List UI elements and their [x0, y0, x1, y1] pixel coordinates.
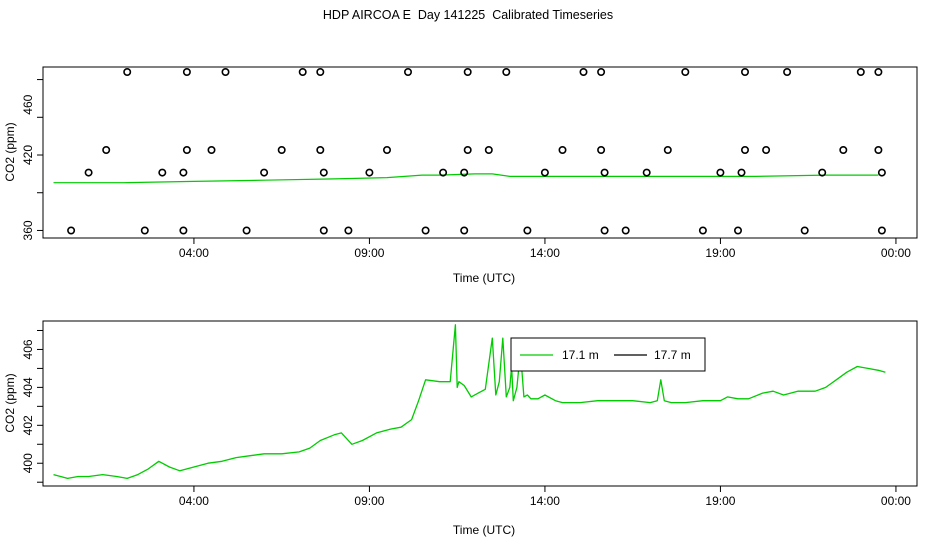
- top-data-point: [783, 68, 792, 77]
- bottom-x-tick-label: 14:00: [530, 494, 560, 508]
- top-data-point: [182, 68, 191, 77]
- top-x-tick-label: 19:00: [705, 246, 735, 260]
- top-data-point: [698, 226, 707, 235]
- bottom-y-axis: 400 402 404 406: [21, 329, 43, 483]
- top-x-tick-label: 09:00: [354, 246, 384, 260]
- top-data-point: [502, 68, 511, 77]
- top-data-point: [207, 146, 216, 155]
- top-data-point: [140, 226, 149, 235]
- bottom-y-tick-label: 402: [21, 415, 35, 435]
- top-data-point: [67, 226, 76, 235]
- top-data-point: [740, 68, 749, 77]
- top-data-point: [242, 226, 251, 235]
- top-data-point: [818, 168, 827, 177]
- top-data-point: [463, 146, 472, 155]
- top-data-point: [102, 146, 111, 155]
- top-data-point: [319, 168, 328, 177]
- top-data-point: [260, 168, 269, 177]
- top-data-point: [179, 168, 188, 177]
- top-data-point: [621, 226, 630, 235]
- bottom-x-tick-label: 19:00: [705, 494, 735, 508]
- top-data-point: [716, 168, 725, 177]
- top-x-tick-label: 00:00: [881, 246, 911, 260]
- top-data-point: [877, 168, 886, 177]
- top-data-point: [681, 68, 690, 77]
- top-data-point: [298, 68, 307, 77]
- top-data-point: [221, 68, 230, 77]
- top-data-point: [600, 168, 609, 177]
- top-data-point: [737, 168, 746, 177]
- top-data-point: [182, 146, 191, 155]
- top-data-point: [460, 226, 469, 235]
- bottom-series: [53, 324, 886, 480]
- top-data-point: [874, 146, 883, 155]
- bottom-plot-frame: [42, 320, 918, 487]
- top-data-point: [877, 226, 886, 235]
- top-data-point: [663, 146, 672, 155]
- top-y-tick-label: 460: [21, 94, 35, 114]
- bottom-y-tick-label: 400: [21, 453, 35, 473]
- top-data-point: [382, 146, 391, 155]
- bottom-x-axis: 04:00 09:00 14:00 19:00 00:00: [179, 486, 911, 508]
- top-x-tick-label: 04:00: [179, 246, 209, 260]
- top-data-point: [856, 68, 865, 77]
- top-x-tick-label: 14:00: [530, 246, 560, 260]
- top-data-point: [839, 146, 848, 155]
- top-data-point: [319, 226, 328, 235]
- top-y-tick-label: 420: [21, 145, 35, 165]
- top-data-point: [642, 168, 651, 177]
- chart-title: HDP AIRCOA E Day 141225 Calibrated Times…: [322, 8, 614, 22]
- top-data-point: [540, 168, 549, 177]
- top-data-point: [874, 68, 883, 77]
- top-data-point: [158, 168, 167, 177]
- bottom-x-tick-label: 00:00: [881, 494, 911, 508]
- top-data-point: [800, 226, 809, 235]
- bottom-y-tick-label: 406: [21, 339, 35, 359]
- top-data-point: [439, 168, 448, 177]
- top-y-axis-label: CO2 (ppm): [3, 122, 17, 181]
- top-data-point: [344, 226, 353, 235]
- top-data-point: [277, 146, 286, 155]
- bottom-series-line: [53, 324, 886, 480]
- top-data-point: [740, 146, 749, 155]
- top-data-point: [600, 226, 609, 235]
- top-data-point: [316, 146, 325, 155]
- legend-label-17-1m: 17.1 m: [562, 348, 599, 362]
- top-plot-frame: [42, 66, 918, 239]
- bottom-x-tick-label: 09:00: [354, 494, 384, 508]
- top-data-point: [762, 146, 771, 155]
- top-panel: 360 420 460 04:00 09:00 14:00 19:00 00:00 Time…: [3, 66, 918, 285]
- top-data-point: [558, 146, 567, 155]
- top-data-point: [733, 226, 742, 235]
- top-data-point: [597, 146, 606, 155]
- top-data-point: [179, 226, 188, 235]
- top-y-axis: 360 420 460: [21, 79, 43, 240]
- top-data-point: [460, 168, 469, 177]
- bottom-x-axis-label: Time (UTC): [453, 523, 515, 537]
- top-data-point: [365, 168, 374, 177]
- top-data-point: [84, 168, 93, 177]
- top-x-axis: 04:00 09:00 14:00 19:00 00:00: [179, 238, 911, 260]
- top-data-point: [403, 68, 412, 77]
- top-x-axis-label: Time (UTC): [453, 271, 515, 285]
- bottom-x-tick-label: 04:00: [179, 494, 209, 508]
- top-data-point: [316, 68, 325, 77]
- top-data-point: [579, 68, 588, 77]
- top-series-line: [53, 173, 879, 184]
- top-series: [53, 68, 886, 235]
- bottom-panel: 400 402 404 406 04:00 09:00 14:00 19:00 00:00 T…: [3, 320, 918, 537]
- bottom-y-axis-label: CO2 (ppm): [3, 373, 17, 432]
- top-data-point: [421, 226, 430, 235]
- legend-label-17-7m: 17.7 m: [654, 348, 691, 362]
- bottom-y-tick-label: 404: [21, 377, 35, 397]
- top-data-point: [597, 68, 606, 77]
- top-data-point: [523, 226, 532, 235]
- top-data-point: [123, 68, 132, 77]
- legend: 17.1 m 17.7 m: [510, 337, 706, 372]
- top-y-tick-label: 360: [21, 220, 35, 240]
- top-data-point: [463, 68, 472, 77]
- top-data-point: [484, 146, 493, 155]
